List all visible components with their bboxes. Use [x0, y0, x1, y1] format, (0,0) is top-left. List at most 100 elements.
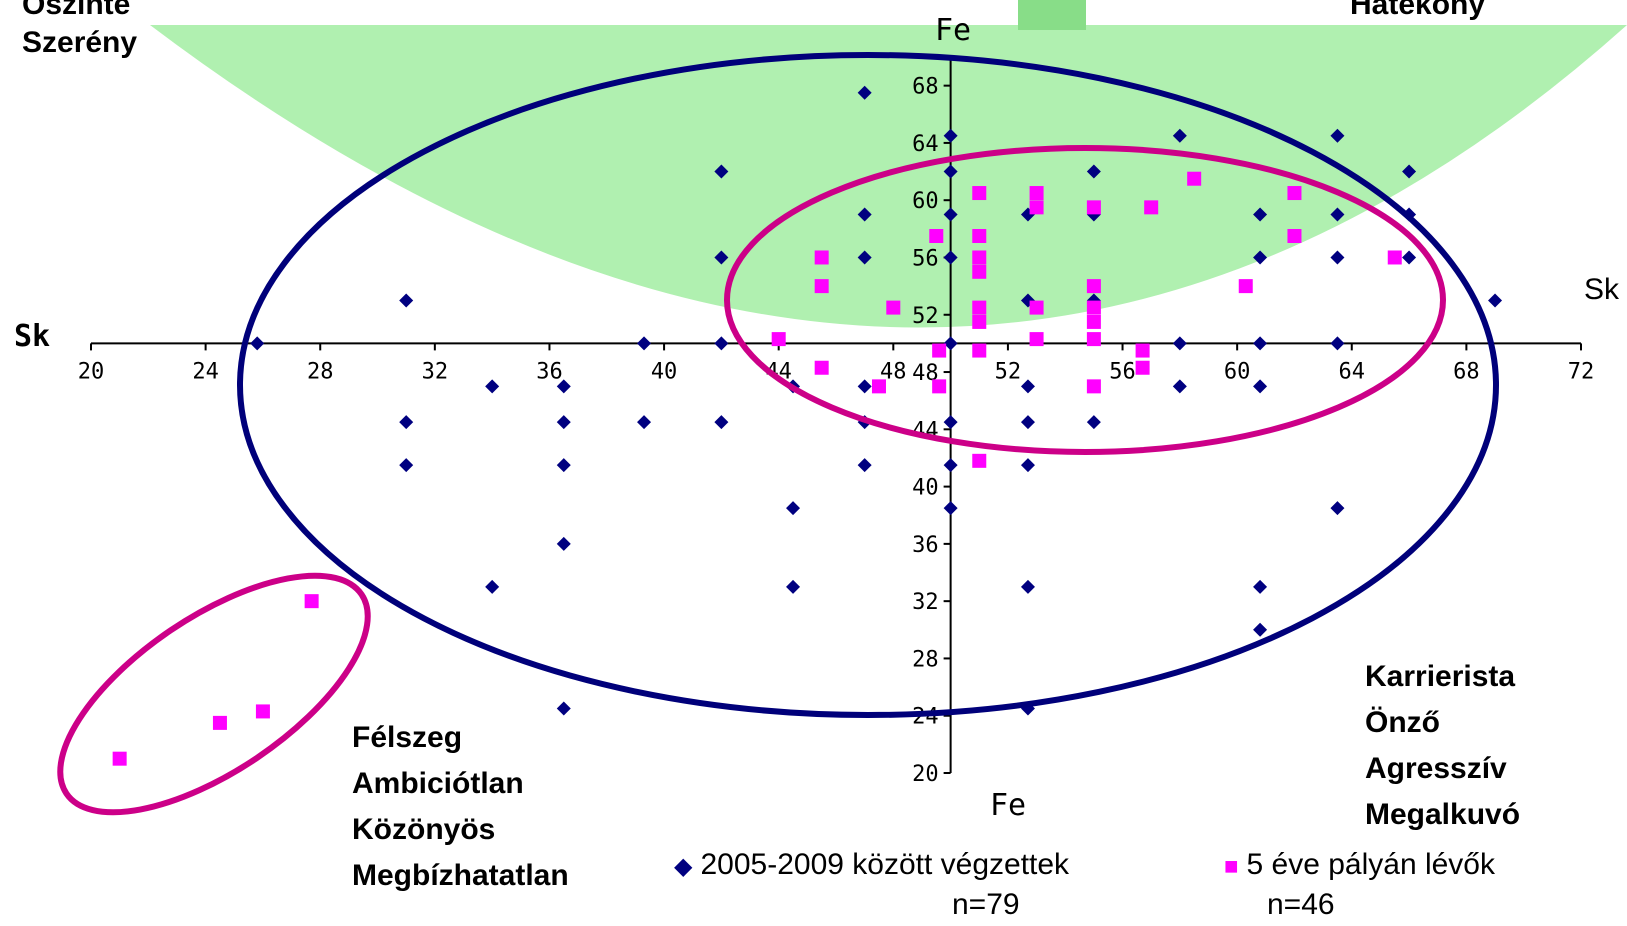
green-zone — [150, 25, 1627, 328]
data-point-series1 — [714, 250, 729, 265]
data-point-series2 — [1387, 250, 1402, 265]
legend-count-series1: n=79 — [952, 888, 1020, 921]
data-point-series2 — [1086, 200, 1101, 215]
data-point-series1 — [714, 336, 729, 351]
data-point-series1 — [943, 458, 958, 473]
legend-entry-series1: ◆ 2005-2009 között végzettek — [674, 848, 1069, 882]
data-point-series2 — [255, 704, 270, 719]
data-point-series1 — [1330, 336, 1345, 351]
quadrant-label-line: Önző — [1365, 706, 1440, 739]
data-point-series1 — [943, 415, 958, 430]
data-point-series2 — [1144, 200, 1159, 215]
square-icon: ■ — [1224, 853, 1239, 880]
data-point-series1 — [1402, 164, 1417, 179]
data-point-series1 — [1330, 250, 1345, 265]
data-point-series1 — [399, 293, 414, 308]
data-point-series1 — [857, 250, 872, 265]
data-point-series1 — [1172, 128, 1187, 143]
data-point-series2 — [814, 279, 829, 294]
data-point-series2 — [972, 453, 987, 468]
data-point-series1 — [1253, 622, 1268, 637]
y-tick-label: 52 — [912, 304, 939, 329]
quadrant-label-top-left: Őszinte Szerény — [22, 0, 137, 62]
y-tick-label: 28 — [912, 647, 939, 672]
quadrant-label-line: Megalkuvó — [1365, 798, 1521, 831]
data-point-series2 — [932, 343, 947, 358]
x-tick-label: 28 — [307, 359, 334, 384]
y-tick-label: 36 — [912, 533, 939, 558]
data-point-series1 — [786, 579, 801, 594]
data-point-series2 — [1086, 314, 1101, 329]
data-point-series1 — [1488, 293, 1503, 308]
data-point-series1 — [1020, 379, 1035, 394]
data-point-series2 — [972, 186, 987, 201]
data-point-series1 — [943, 336, 958, 351]
y-tick-label: 40 — [912, 476, 939, 501]
diamond-icon: ◆ — [674, 853, 693, 880]
quadrant-label-top-right: Hatékony — [1350, 0, 1485, 24]
data-point-series1 — [485, 379, 500, 394]
data-point-series1 — [250, 336, 265, 351]
quadrant-label-line: Félszeg — [352, 721, 463, 754]
data-point-series1 — [1402, 250, 1417, 265]
data-point-series1 — [637, 415, 652, 430]
cluster-ellipses — [57, 52, 1499, 816]
y-tick-label: 20 — [912, 762, 939, 787]
cluster-ellipse-center — [724, 145, 1446, 455]
data-point-series1 — [1020, 415, 1035, 430]
background-layer — [150, 0, 1627, 328]
data-point-series1 — [1020, 458, 1035, 473]
data-point-series1 — [714, 415, 729, 430]
quadrant-label-bottom-left: Félszeg Ambiciótlan Közönyös Megbízhatat… — [352, 715, 569, 899]
data-point-series2 — [212, 715, 227, 730]
data-point-series1 — [399, 458, 414, 473]
x-tick-label: 60 — [1224, 359, 1251, 384]
data-point-series1 — [1253, 379, 1268, 394]
data-point-series1 — [556, 458, 571, 473]
data-point-series1 — [943, 250, 958, 265]
data-point-series2 — [1086, 279, 1101, 294]
y-tick-label: 32 — [912, 590, 939, 615]
data-point-series2 — [1086, 332, 1101, 347]
data-point-series2 — [1287, 186, 1302, 201]
x-tick-label: 32 — [422, 359, 449, 384]
data-point-series2 — [1187, 171, 1202, 186]
x-tick-label: 40 — [651, 359, 678, 384]
data-point-series1 — [556, 701, 571, 716]
data-point-series2 — [929, 229, 944, 243]
data-point-series1 — [556, 415, 571, 430]
data-point-series1 — [943, 207, 958, 222]
legend-label-series1: 2005-2009 között végzettek — [700, 848, 1070, 881]
data-point-series2 — [1029, 332, 1044, 347]
x-tick-label: 68 — [1453, 359, 1480, 384]
data-point-series1 — [857, 458, 872, 473]
data-point-series2 — [1086, 379, 1101, 394]
x-tick-label: 56 — [1109, 359, 1136, 384]
data-point-series1 — [556, 536, 571, 551]
data-point-series1 — [943, 128, 958, 143]
y-axis-label-top: Fe — [935, 13, 971, 48]
data-point-series1 — [556, 379, 571, 394]
data-point-series1 — [857, 207, 872, 222]
data-point-series1 — [637, 336, 652, 351]
data-point-series2 — [1238, 279, 1253, 294]
data-point-series1 — [1330, 501, 1345, 516]
data-point-series2 — [1135, 360, 1150, 375]
green-tab — [1018, 0, 1086, 30]
legend-label-series2: 5 éve pályán lévők — [1246, 848, 1496, 881]
quadrant-label-line: Szerény — [22, 26, 138, 59]
legend-entry-series2: ■ 5 éve pályán lévők — [1224, 848, 1495, 882]
data-point-series2 — [814, 360, 829, 375]
data-point-series2 — [304, 594, 319, 609]
data-point-series2 — [1135, 343, 1150, 358]
data-point-series2 — [932, 379, 947, 394]
data-point-series2 — [972, 264, 987, 279]
data-point-series1 — [857, 379, 872, 394]
data-point-series1 — [1253, 250, 1268, 265]
data-point-series1 — [1086, 415, 1101, 430]
data-point-series2 — [886, 300, 901, 315]
data-point-series1 — [1086, 164, 1101, 179]
y-tick-label: 68 — [912, 75, 939, 100]
